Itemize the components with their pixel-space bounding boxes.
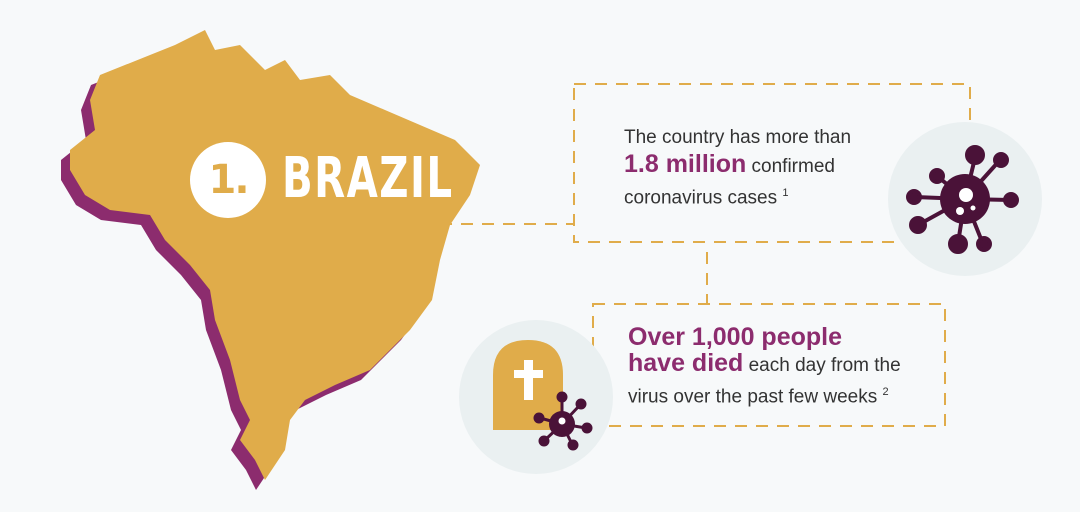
- footnote-2: 2: [882, 386, 889, 398]
- deaths-highlight-2: have died: [628, 349, 744, 377]
- map-shape: [70, 30, 480, 480]
- cases-text: confirmed: [751, 156, 835, 177]
- cases-highlight: 1.8 million: [624, 150, 747, 178]
- cases-text-2: coronavirus cases: [624, 187, 778, 209]
- footnote-1: 1: [782, 187, 789, 199]
- stat-cases-intro: The country has more than: [624, 127, 852, 148]
- stat-deaths: Over 1,000 people have died each day fro…: [628, 324, 901, 410]
- deaths-text: each day from the: [748, 355, 901, 376]
- gravestone-virus-icon: [493, 340, 593, 451]
- deaths-highlight: Over 1,000 people: [628, 323, 843, 351]
- rank-number: 1.: [190, 142, 266, 218]
- virus-icon: [906, 145, 1019, 254]
- deaths-text-2: virus over the past few weeks: [628, 386, 878, 408]
- country-name: BRAZIL: [282, 146, 454, 211]
- stat-cases: The country has more than 1.8 million co…: [624, 125, 851, 211]
